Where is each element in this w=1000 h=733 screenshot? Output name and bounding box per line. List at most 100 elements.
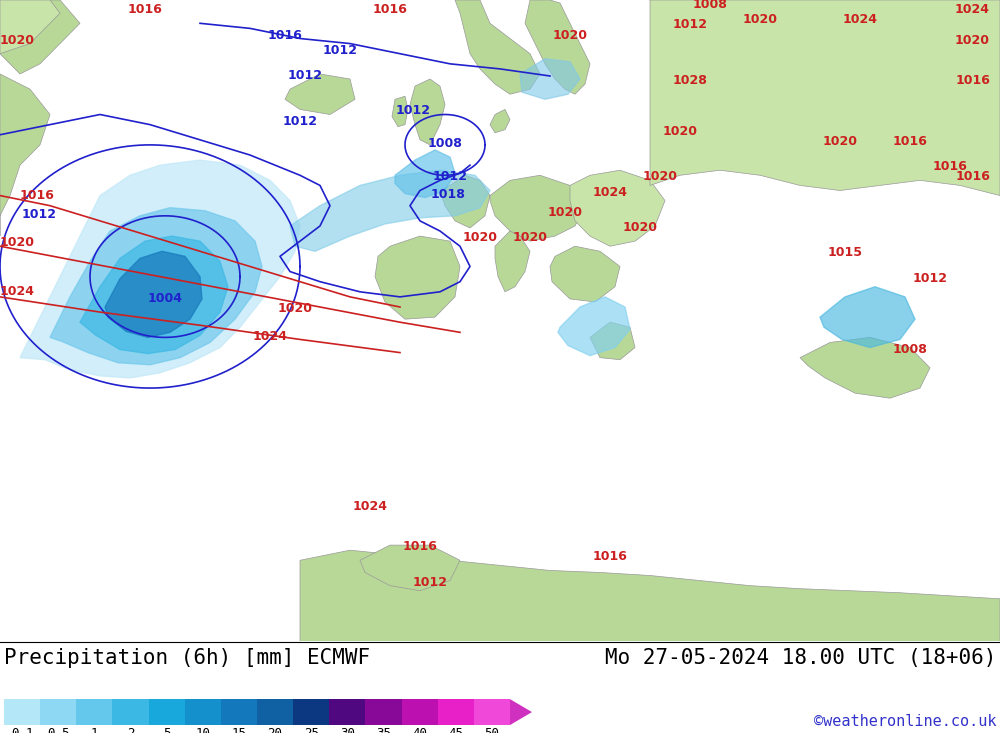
Polygon shape <box>520 59 580 99</box>
Bar <box>76 699 112 725</box>
Text: 1016: 1016 <box>893 135 927 148</box>
Bar <box>221 699 257 725</box>
Polygon shape <box>650 0 1000 196</box>
Text: 1012: 1012 <box>22 208 57 221</box>
Bar <box>112 699 149 725</box>
Text: 1016: 1016 <box>403 540 437 553</box>
Text: 1028: 1028 <box>673 74 707 87</box>
Text: 30: 30 <box>340 727 355 733</box>
Polygon shape <box>800 337 930 398</box>
Text: 1020: 1020 <box>622 221 658 234</box>
Text: 1016: 1016 <box>268 29 302 42</box>
Bar <box>474 699 510 725</box>
Text: 1020: 1020 <box>462 231 498 244</box>
Text: 0.5: 0.5 <box>47 727 69 733</box>
Text: 1016: 1016 <box>373 3 407 16</box>
Text: 1016: 1016 <box>933 161 967 173</box>
Polygon shape <box>0 74 50 236</box>
Polygon shape <box>550 246 620 302</box>
Text: 1016: 1016 <box>128 3 162 16</box>
Text: 1012: 1012 <box>322 44 358 56</box>
Text: 1020: 1020 <box>0 236 35 249</box>
Text: 40: 40 <box>412 727 427 733</box>
Bar <box>149 699 185 725</box>
Bar <box>365 699 402 725</box>
Polygon shape <box>0 0 80 74</box>
Bar <box>402 699 438 725</box>
Text: 1024: 1024 <box>252 331 288 344</box>
Bar <box>185 699 221 725</box>
Text: 1012: 1012 <box>432 170 468 183</box>
Text: 1012: 1012 <box>672 18 708 32</box>
Text: 45: 45 <box>448 727 463 733</box>
Polygon shape <box>20 160 300 378</box>
Text: 1020: 1020 <box>662 125 698 138</box>
Text: 1008: 1008 <box>893 342 927 356</box>
Text: 1012: 1012 <box>396 105 430 117</box>
Polygon shape <box>392 96 408 127</box>
Bar <box>438 699 474 725</box>
Polygon shape <box>455 0 540 95</box>
Bar <box>293 699 329 725</box>
Polygon shape <box>285 74 355 114</box>
Polygon shape <box>558 297 630 356</box>
Text: 0.1: 0.1 <box>11 727 33 733</box>
Text: 1016: 1016 <box>955 170 990 183</box>
Text: 1: 1 <box>91 727 98 733</box>
Polygon shape <box>650 0 1000 125</box>
Text: ©weatheronline.co.uk: ©weatheronline.co.uk <box>814 714 996 729</box>
Text: 1020: 1020 <box>278 302 312 315</box>
Polygon shape <box>395 150 455 198</box>
Bar <box>329 699 365 725</box>
Text: 1012: 1012 <box>283 114 318 128</box>
Polygon shape <box>410 79 445 145</box>
Text: 1012: 1012 <box>912 272 948 284</box>
Text: 1004: 1004 <box>148 292 182 305</box>
Text: 1012: 1012 <box>288 69 322 82</box>
Bar <box>40 699 76 725</box>
Text: 1020: 1020 <box>822 135 858 148</box>
Polygon shape <box>80 236 228 353</box>
Polygon shape <box>570 170 665 246</box>
Text: 1020: 1020 <box>955 34 990 47</box>
Bar <box>257 699 293 725</box>
Text: 20: 20 <box>268 727 283 733</box>
Text: 1024: 1024 <box>842 13 878 26</box>
Polygon shape <box>300 550 1000 641</box>
Text: 1015: 1015 <box>828 246 862 259</box>
Text: 1020: 1020 <box>642 170 678 183</box>
Polygon shape <box>375 236 460 319</box>
Text: 1020: 1020 <box>742 13 778 26</box>
Text: 10: 10 <box>195 727 210 733</box>
Text: 35: 35 <box>376 727 391 733</box>
Text: 1012: 1012 <box>413 575 448 589</box>
Text: 1018: 1018 <box>431 188 465 201</box>
Polygon shape <box>360 545 460 591</box>
Text: 1024: 1024 <box>592 185 628 199</box>
Text: 1016: 1016 <box>593 550 627 564</box>
Text: 15: 15 <box>231 727 246 733</box>
Polygon shape <box>525 0 590 95</box>
Polygon shape <box>0 0 60 54</box>
Text: Mo 27-05-2024 18.00 UTC (18+06): Mo 27-05-2024 18.00 UTC (18+06) <box>605 649 996 668</box>
Polygon shape <box>495 231 530 292</box>
Polygon shape <box>510 699 532 725</box>
Text: 1024: 1024 <box>955 3 990 16</box>
Polygon shape <box>490 109 510 133</box>
Polygon shape <box>50 207 262 365</box>
Text: 1024: 1024 <box>352 500 388 512</box>
Polygon shape <box>105 251 202 337</box>
Polygon shape <box>490 175 585 241</box>
Text: 1024: 1024 <box>0 285 35 298</box>
Polygon shape <box>290 170 490 251</box>
Text: 50: 50 <box>484 727 499 733</box>
Polygon shape <box>820 287 915 347</box>
Text: 2: 2 <box>127 727 134 733</box>
Bar <box>4 699 40 725</box>
Polygon shape <box>590 323 635 360</box>
Text: 1016: 1016 <box>20 188 55 202</box>
Text: 1020: 1020 <box>552 29 588 42</box>
Text: 5: 5 <box>163 727 170 733</box>
Text: 1020: 1020 <box>0 34 35 47</box>
Polygon shape <box>440 175 490 228</box>
